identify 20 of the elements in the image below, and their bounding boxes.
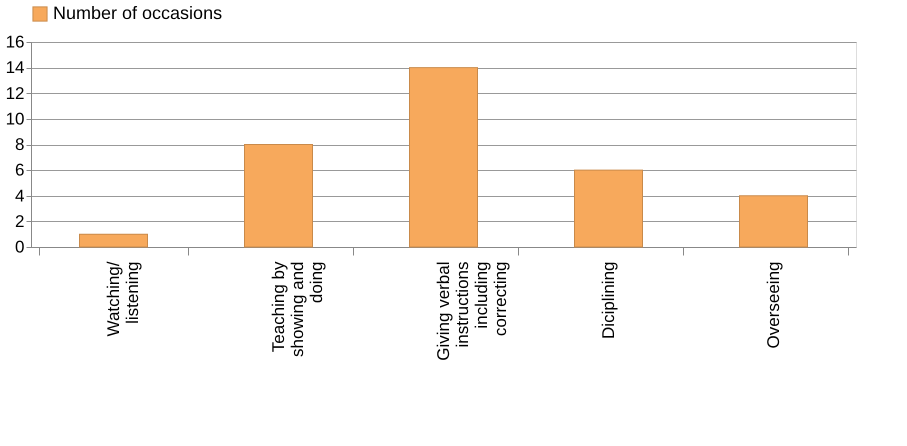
- x-tick-label: Teaching by showing and doing: [269, 261, 326, 357]
- y-tick-label: 16: [6, 32, 24, 52]
- y-tick-label: 6: [15, 160, 24, 180]
- y-tick-label: 8: [15, 135, 24, 154]
- bar: [244, 144, 313, 248]
- y-tick-label: 14: [6, 58, 24, 78]
- x-tick-label: Watching/ listening: [104, 261, 142, 336]
- y-tick-label: 4: [15, 186, 24, 206]
- y-tick-label: 10: [6, 109, 24, 128]
- x-tick-label: Overseeing: [764, 262, 783, 348]
- bar: [739, 195, 808, 248]
- y-tick-label: 12: [6, 84, 24, 103]
- legend-label: Number of occasions: [53, 3, 222, 23]
- x-tick-label: Giving verbal instructions including correcting: [434, 262, 510, 361]
- bar: [79, 234, 148, 248]
- bar: [409, 67, 478, 248]
- bar: [574, 170, 643, 248]
- y-tick-label: 2: [15, 212, 24, 231]
- y-tick-label: 0: [15, 238, 24, 256]
- x-tick-label: Diciplining: [599, 262, 618, 339]
